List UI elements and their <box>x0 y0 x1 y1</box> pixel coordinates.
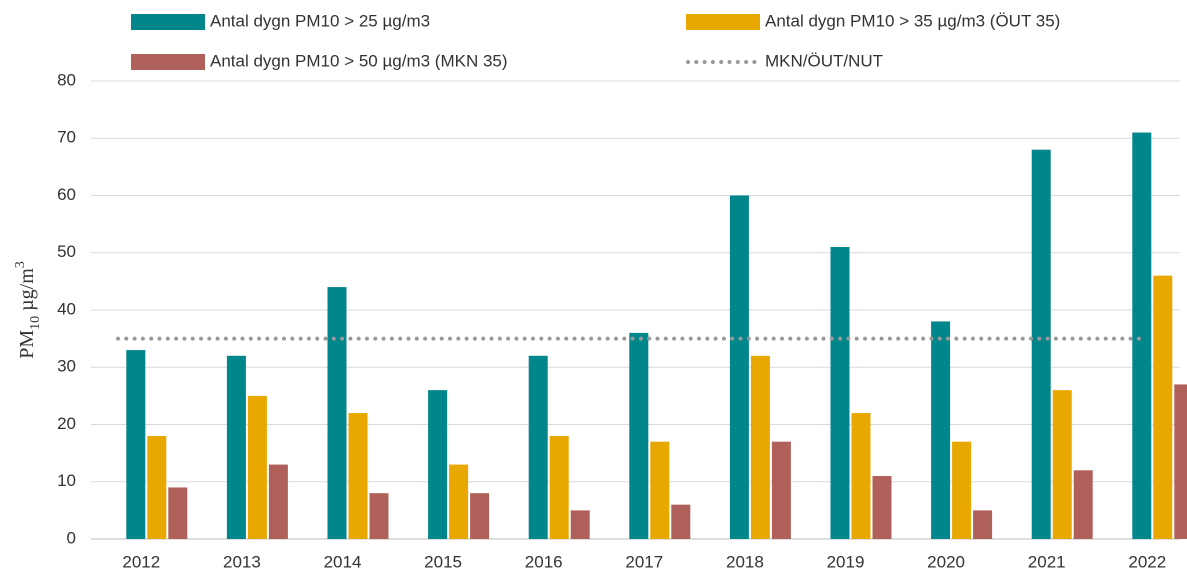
bar <box>629 332 649 539</box>
y-axis-label: PM10 µg/m3 <box>13 261 43 359</box>
legend-swatch <box>131 14 205 30</box>
bar <box>470 493 490 539</box>
y-tick-label: 50 <box>57 242 76 261</box>
x-tick-label: 2014 <box>324 552 362 571</box>
bar <box>549 435 569 539</box>
bar <box>830 247 850 539</box>
bar <box>369 493 389 539</box>
legend-label: Antal dygn PM10 > 25 µg/m3 <box>210 11 430 30</box>
bar <box>952 441 972 539</box>
bar <box>268 464 288 539</box>
y-tick-label: 60 <box>57 185 76 204</box>
bar <box>147 435 167 539</box>
legend-swatch <box>686 14 760 30</box>
bar <box>1052 390 1072 539</box>
x-tick-label: 2016 <box>525 552 563 571</box>
bar <box>1073 470 1093 539</box>
x-tick-label: 2018 <box>726 552 764 571</box>
y-label-sub: 10 <box>28 316 43 330</box>
bar <box>570 510 590 539</box>
y-tick-label: 0 <box>67 528 76 547</box>
x-tick-label: 2019 <box>827 552 865 571</box>
legend-label: Antal dygn PM10 > 35 µg/m3 (ÖUT 35) <box>765 11 1060 30</box>
legend-swatch <box>131 54 205 70</box>
y-label-sup: 3 <box>13 261 28 268</box>
legend-label: Antal dygn PM10 > 50 µg/m3 (MKN 35) <box>210 51 508 70</box>
y-tick-label: 10 <box>57 471 76 490</box>
bar <box>750 355 770 539</box>
bar <box>247 395 267 539</box>
bar <box>449 464 469 539</box>
bar <box>872 476 892 539</box>
bar <box>650 441 670 539</box>
y-label-part: PM <box>16 330 38 359</box>
y-tick-label: 30 <box>57 357 76 376</box>
y-tick-label: 70 <box>57 128 76 147</box>
bar <box>931 321 951 539</box>
y-tick-label: 40 <box>57 299 76 318</box>
bar <box>428 390 448 539</box>
bar <box>1132 132 1152 539</box>
x-tick-label: 2015 <box>424 552 462 571</box>
bar <box>1031 149 1051 539</box>
x-tick-label: 2021 <box>1028 552 1066 571</box>
x-tick-label: 2020 <box>927 552 965 571</box>
bar <box>348 413 368 539</box>
bar <box>1174 384 1187 539</box>
bar <box>226 355 246 539</box>
y-tick-label: 80 <box>57 70 76 89</box>
x-tick-label: 2013 <box>223 552 261 571</box>
bar <box>1153 275 1173 539</box>
bar <box>771 441 791 539</box>
bar <box>528 355 548 539</box>
bar <box>126 350 146 539</box>
legend-label: MKN/ÖUT/NUT <box>765 51 883 70</box>
bar <box>973 510 993 539</box>
y-tick-label: 20 <box>57 414 76 433</box>
x-tick-label: 2017 <box>625 552 663 571</box>
x-tick-label: 2022 <box>1128 552 1166 571</box>
bar <box>671 504 691 539</box>
bar <box>729 195 749 539</box>
y-label-part: µg/m <box>16 268 38 316</box>
bar <box>851 413 871 539</box>
x-tick-label: 2012 <box>122 552 160 571</box>
bar <box>327 287 347 539</box>
bar <box>168 487 188 539</box>
